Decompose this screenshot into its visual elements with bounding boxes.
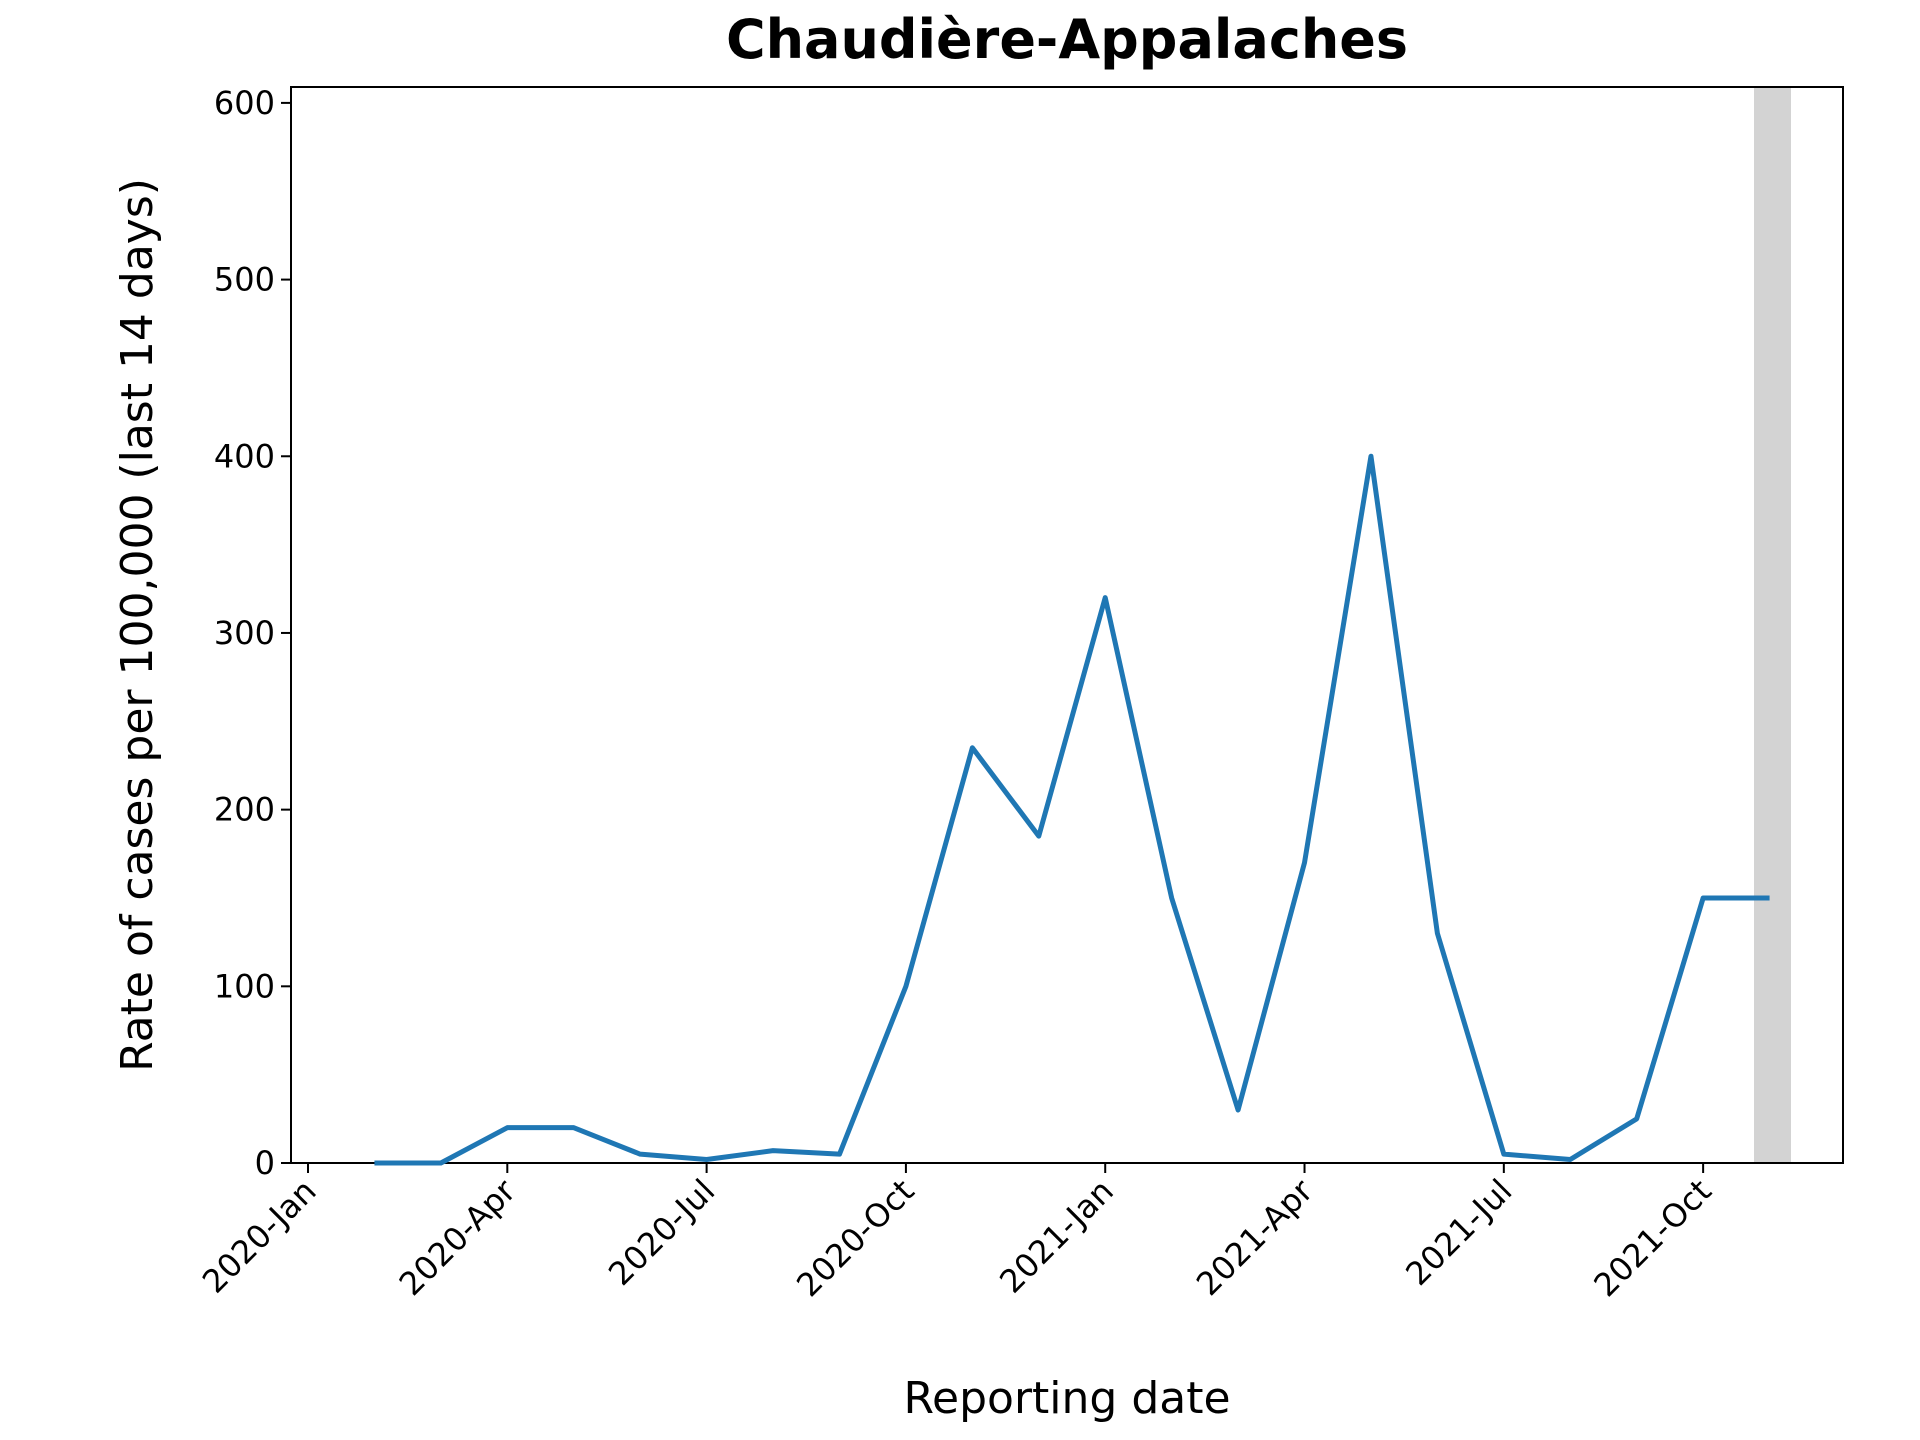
y-tick-label: 0: [255, 1144, 275, 1182]
y-tick-label: 600: [214, 84, 275, 122]
y-axis-label: Rate of cases per 100,000 (last 14 days): [112, 178, 163, 1072]
x-axis-label: Reporting date: [903, 1373, 1230, 1424]
x-tick-label: 2020-Jan: [195, 1172, 324, 1301]
x-tick-label: 2021-Jan: [992, 1172, 1121, 1301]
shaded-period: [1754, 87, 1791, 1163]
x-tick-label: 2020-Oct: [789, 1172, 921, 1304]
data-line: [374, 453, 1770, 1166]
y-tick-label: 500: [214, 261, 275, 299]
y-tick-label: 100: [214, 967, 275, 1005]
x-tick-label: 2021-Apr: [1189, 1171, 1321, 1303]
x-tick-label: 2020-Jul: [601, 1172, 722, 1293]
plot-frame: [290, 86, 1844, 1164]
y-tick-label: 300: [214, 614, 275, 652]
y-tick-label: 200: [214, 791, 275, 829]
x-tick-label: 2020-Apr: [392, 1171, 524, 1303]
x-tick-label: 2021-Jul: [1398, 1172, 1519, 1293]
y-tick-label: 400: [214, 437, 275, 475]
x-tick-label: 2021-Oct: [1586, 1172, 1718, 1304]
chart-title: Chaudière-Appalaches: [726, 8, 1408, 71]
